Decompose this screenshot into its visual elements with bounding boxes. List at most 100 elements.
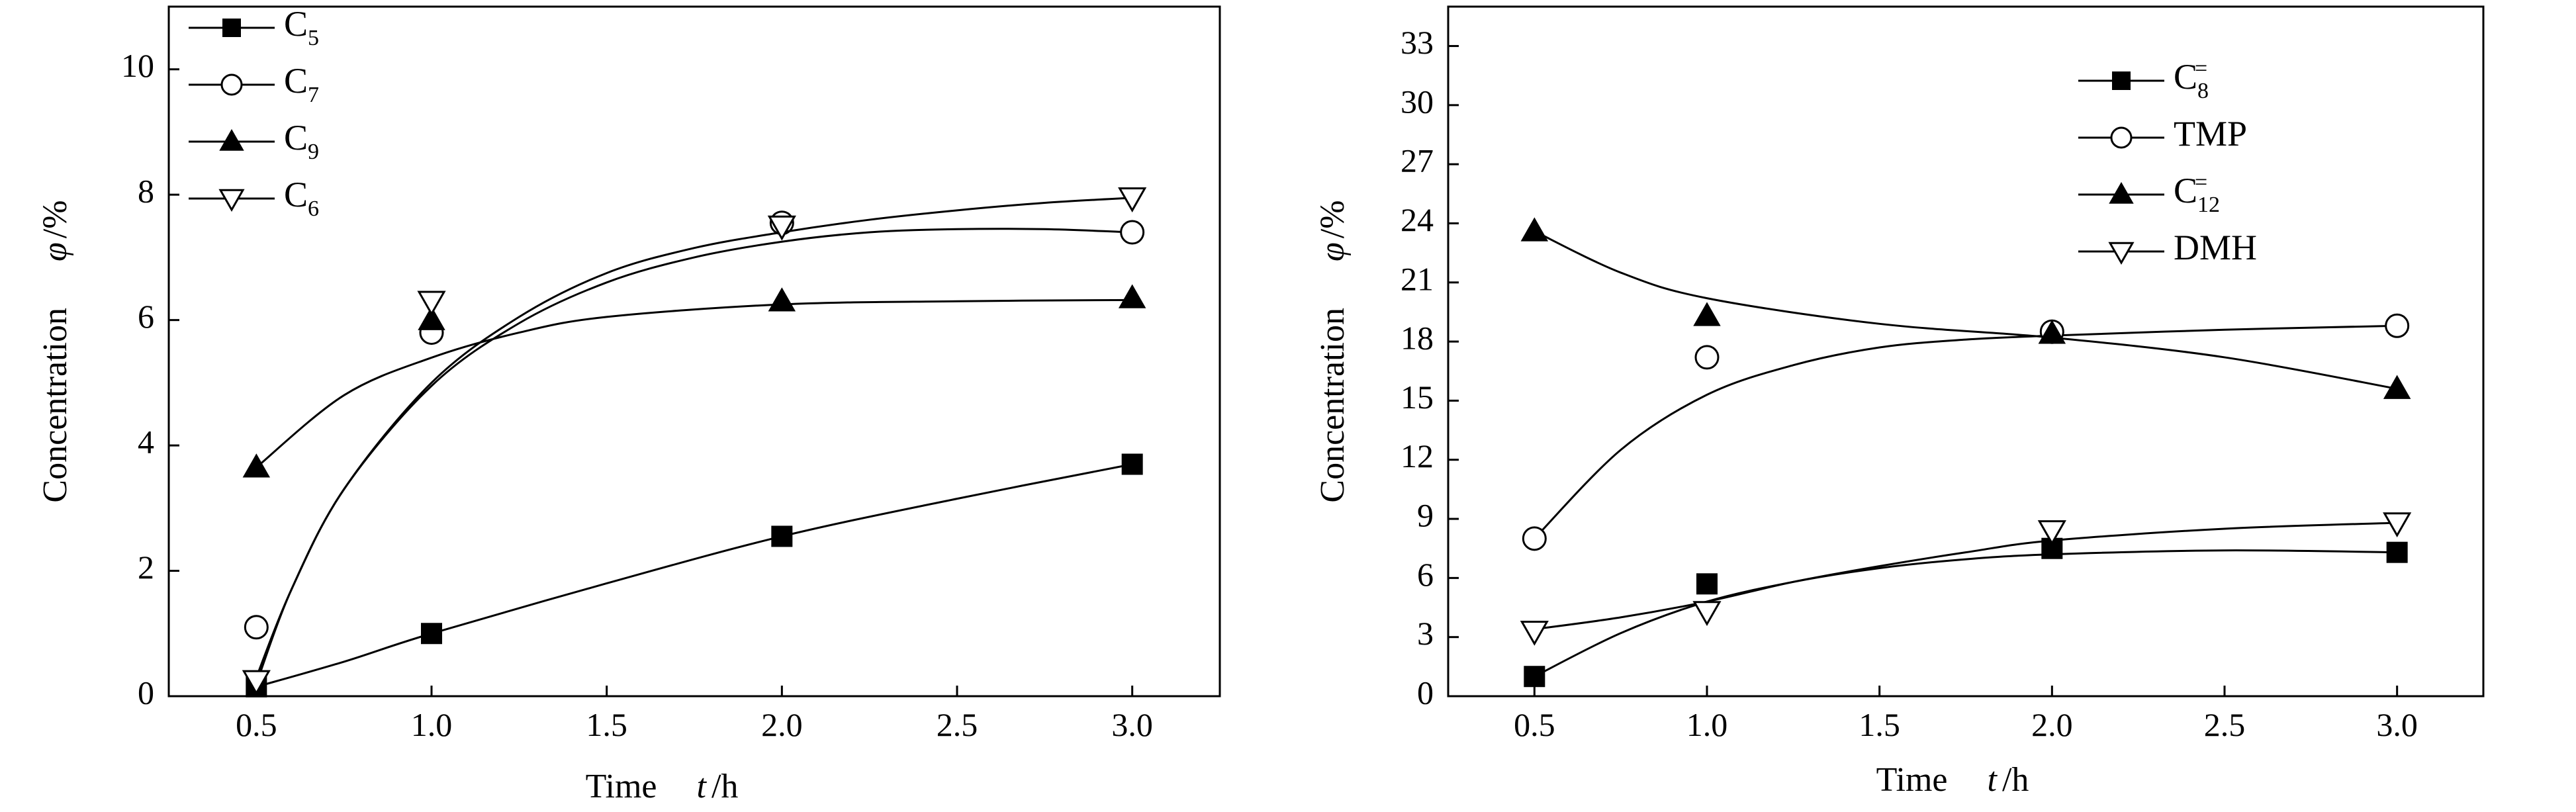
legend-label: C8= <box>2174 56 2209 103</box>
data-point <box>1694 345 1720 370</box>
legend-label: C9 <box>284 118 319 163</box>
fit-curve <box>255 228 1132 678</box>
y-tick-label: 6 <box>138 298 154 335</box>
fit-curve <box>1534 521 2397 631</box>
data-point <box>421 623 442 645</box>
plot-frame <box>167 5 1221 698</box>
legend-marker <box>222 19 241 37</box>
y-tick-label: 3 <box>1417 615 1434 652</box>
data-point <box>1692 601 1722 627</box>
data-point <box>767 215 796 241</box>
data-point <box>2386 541 2408 563</box>
data-point <box>2038 320 2066 344</box>
y-tick-label: 0 <box>138 674 154 711</box>
data-point <box>2383 512 2412 538</box>
legend-marker <box>2112 71 2131 90</box>
x-tick-label: 1.0 <box>1686 706 1728 743</box>
legend-marker <box>2109 181 2134 204</box>
x-tick-label: 0.5 <box>236 706 277 743</box>
data-point <box>417 291 446 316</box>
legend-label: C12= <box>2174 170 2220 217</box>
data-point <box>1524 666 1545 688</box>
data-point <box>418 306 445 330</box>
y-tick-label: 6 <box>1417 556 1434 593</box>
data-point <box>1522 526 1547 551</box>
legend-marker <box>2108 242 2135 265</box>
data-point <box>1693 302 1721 326</box>
x-tick-label: 2.5 <box>2204 706 2246 743</box>
legend-marker <box>2110 126 2133 149</box>
series-2 <box>1520 217 2411 399</box>
data-point <box>1520 217 1549 242</box>
data-point <box>771 525 793 547</box>
data-point <box>2383 375 2411 399</box>
series-0 <box>1524 537 2408 688</box>
data-point <box>1120 220 1145 245</box>
series-1 <box>1522 313 2410 551</box>
y-tick-label: 21 <box>1401 260 1434 297</box>
legend-marker <box>219 128 244 151</box>
series-3 <box>242 187 1147 696</box>
fit-curve <box>1534 230 2397 390</box>
y-tick-label: 9 <box>1417 497 1434 534</box>
y-tick-label: 8 <box>138 173 154 210</box>
y-tick-label: 27 <box>1401 142 1434 179</box>
plot-frame <box>1447 5 2485 698</box>
y-tick-label: 24 <box>1401 201 1434 238</box>
series-1 <box>244 210 1145 678</box>
series-0 <box>246 453 1143 698</box>
data-point <box>1118 187 1147 212</box>
legend-label: C6 <box>284 175 319 220</box>
series-3 <box>1520 512 2412 646</box>
fit-curve <box>1534 549 2397 678</box>
data-point <box>1118 284 1146 308</box>
data-point <box>768 287 796 312</box>
y-tick-label: 15 <box>1401 379 1434 416</box>
legend-marker <box>218 189 245 212</box>
fit-curve <box>255 463 1132 688</box>
y-tick-label: 4 <box>138 424 154 461</box>
x-tick-label: 2.0 <box>761 706 803 743</box>
legend-label: C7 <box>284 61 319 107</box>
x-tick-label: 3.0 <box>1111 706 1153 743</box>
y-tick-label: 30 <box>1401 83 1434 120</box>
data-point <box>2385 313 2410 338</box>
chart-right: 0.5 1.0 1.5 2.0 2.5 3.0 0 3 6 9 12 15 18 21 24 27 30 33 Ti… <box>1314 5 2485 799</box>
y-tick-label: 33 <box>1401 24 1434 61</box>
chart-left: 0.5 1.0 1.5 2.0 2.5 3.0 0 2 4 6 8 10 Time t/h Concentr… <box>36 4 1221 805</box>
legend-label: C5 <box>284 4 319 50</box>
data-point <box>1121 453 1143 475</box>
y-tick-label: 12 <box>1401 437 1434 474</box>
x-tick-label: 2.5 <box>937 706 978 743</box>
data-point <box>242 670 271 696</box>
fit-curve <box>255 298 1132 469</box>
series-2 <box>242 284 1146 478</box>
legend: C5 C7 C9 C6 <box>189 4 319 221</box>
x-tick-label: 1.5 <box>586 706 627 743</box>
data-point <box>242 453 271 478</box>
y-tick-label: 0 <box>1417 674 1434 711</box>
fit-curve <box>255 197 1132 684</box>
x-axis-title: Time t/h <box>1876 761 2029 799</box>
legend-marker <box>220 73 243 96</box>
data-point <box>2037 520 2066 545</box>
y-tick-label: 10 <box>121 47 154 84</box>
y-axis-title: Concentrationφ/% <box>1314 200 1352 502</box>
y-axis-title: Concentrationφ/% <box>36 200 74 502</box>
data-point <box>1696 573 1718 595</box>
x-tick-label: 1.5 <box>1859 706 1900 743</box>
x-axis-title: Time t/h <box>586 768 739 805</box>
y-tick-label: 18 <box>1401 320 1434 357</box>
y-tick-label: 2 <box>138 549 154 586</box>
x-tick-label: 1.0 <box>411 706 453 743</box>
fit-curve <box>1534 324 2397 539</box>
legend: C8= TMP C12= DMH <box>2078 56 2257 267</box>
data-point <box>1520 621 1549 646</box>
x-tick-label: 2.0 <box>2031 706 2073 743</box>
x-tick-label: 3.0 <box>2376 706 2418 743</box>
legend-label: TMP <box>2174 114 2247 154</box>
legend-label: DMH <box>2174 228 2257 267</box>
data-point <box>244 615 269 640</box>
x-tick-label: 0.5 <box>1514 706 1555 743</box>
